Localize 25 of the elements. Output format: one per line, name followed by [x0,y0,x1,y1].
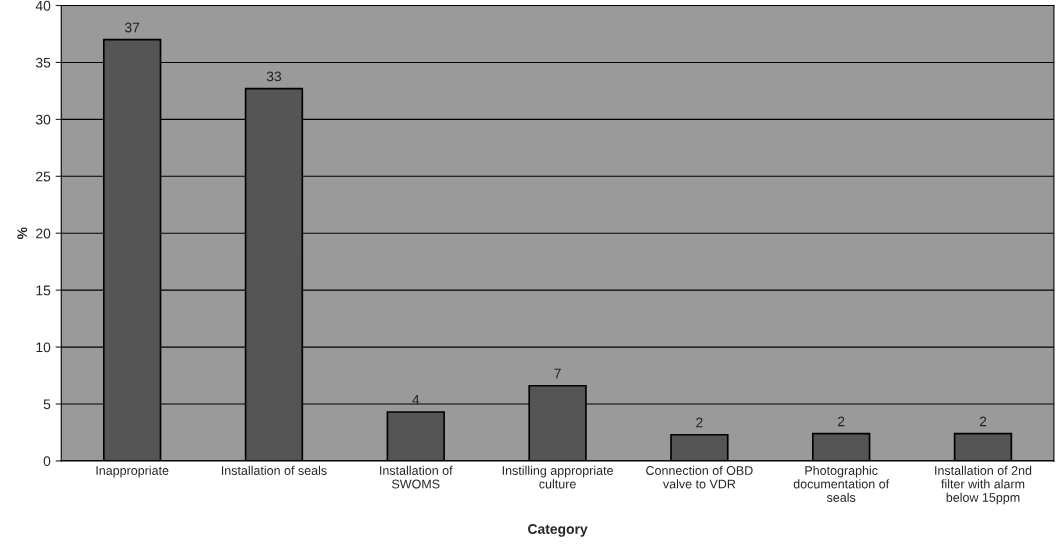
data-label: 2 [696,417,703,428]
data-label: 2 [838,416,845,427]
x-tick-label: Installation of 2nd filter with alarm below 15ppm [935,465,1032,505]
y-tick-label: 10 [36,342,51,353]
y-tick-label: 30 [35,114,51,125]
y-tick-label: 20 [36,228,51,239]
y-tick-label: 25 [36,171,51,182]
y-tick-label: 0 [43,456,51,467]
x-tick-label: Inappropriate [96,465,169,478]
y-tick-label: 40 [35,0,51,11]
data-label: 4 [412,394,420,405]
data-label: 2 [979,416,987,427]
y-tick-label: 15 [36,285,51,296]
x-tick-label: Photographic documentation of seals [793,465,890,502]
y-tick-label: 5 [43,399,51,410]
x-tick-label: Instilling appropriate culture [502,465,613,489]
x-tick-label: Installation of SWOMS [380,465,453,489]
data-label: 7 [554,368,561,379]
data-label: 37 [124,22,140,33]
y-axis-title: % [17,227,28,240]
x-tick-label: Installation of seals [221,465,327,475]
data-label: 33 [266,71,282,82]
x-axis-title: Category [528,524,588,537]
x-tick-label: Connection of OBD valve to VDR [646,465,753,489]
y-tick-label: 35 [35,57,51,68]
